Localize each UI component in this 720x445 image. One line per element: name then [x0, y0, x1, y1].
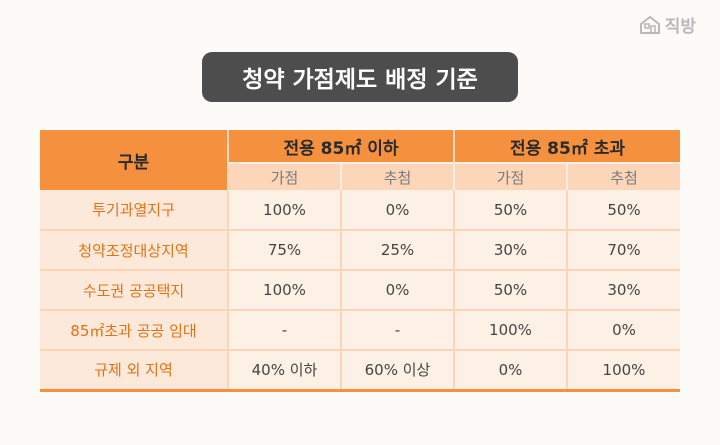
house-icon [639, 15, 661, 35]
subheader-points: 가점 [228, 162, 342, 190]
page-title: 청약 가점제도 배정 기준 [202, 52, 518, 102]
corner-header: 구분 [40, 130, 229, 190]
table-row: 청약조정대상지역 75% 25% 30% 70% [40, 230, 680, 271]
table-cell: 70% [567, 230, 680, 271]
table-subheader-row: 가점 추첨 가점 추첨 [40, 162, 680, 190]
table-cell: 0% [341, 270, 455, 311]
table-cell: 0% [341, 190, 455, 231]
table-cell: 30% [567, 270, 680, 311]
table-cell: 0% [454, 350, 568, 392]
row-category: 투기과열지구 [40, 190, 229, 231]
row-category: 85㎡초과 공공 임대 [40, 310, 229, 351]
table-row: 규제 외 지역 40% 이하 60% 이상 0% 100% [40, 350, 680, 392]
allocation-table: 구분 전용 85㎡ 이하 전용 85㎡ 초과 가점 추첨 가점 추첨 투기과열지… [40, 130, 680, 392]
table-row: 수도권 공공택지 100% 0% 50% 30% [40, 270, 680, 311]
subheader-lottery: 추첨 [567, 162, 680, 190]
table-cell: 100% [228, 270, 342, 311]
subheader-points: 가점 [454, 162, 568, 190]
table-cell: 50% [454, 190, 568, 231]
table-cell: 0% [567, 310, 680, 351]
table-header-row: 구분 전용 85㎡ 이하 전용 85㎡ 초과 [40, 130, 680, 190]
table-cell: 50% [454, 270, 568, 311]
table-cell: 30% [454, 230, 568, 271]
table-cell: - [228, 310, 342, 351]
table-cell: 25% [341, 230, 455, 271]
brand-logo: 직방 [639, 12, 696, 37]
table-cell: 100% [228, 190, 342, 231]
table-cell: 50% [567, 190, 680, 231]
table-cell: 40% 이하 [228, 350, 342, 392]
table-cell: 75% [228, 230, 342, 271]
row-category: 수도권 공공택지 [40, 270, 229, 311]
table-cell: 60% 이상 [341, 350, 455, 392]
table-row: 85㎡초과 공공 임대 - - 100% 0% [40, 310, 680, 351]
table-row: 투기과열지구 100% 0% 50% 50% [40, 190, 680, 231]
table-cell: 100% [454, 310, 568, 351]
subheader-lottery: 추첨 [341, 162, 455, 190]
table-cell: - [341, 310, 455, 351]
row-category: 청약조정대상지역 [40, 230, 229, 271]
row-category: 규제 외 지역 [40, 350, 229, 392]
table-cell: 100% [567, 350, 680, 392]
group-header-under-85: 전용 85㎡ 이하 [228, 130, 455, 163]
brand-name: 직방 [664, 17, 696, 37]
group-header-over-85: 전용 85㎡ 초과 [454, 130, 680, 163]
